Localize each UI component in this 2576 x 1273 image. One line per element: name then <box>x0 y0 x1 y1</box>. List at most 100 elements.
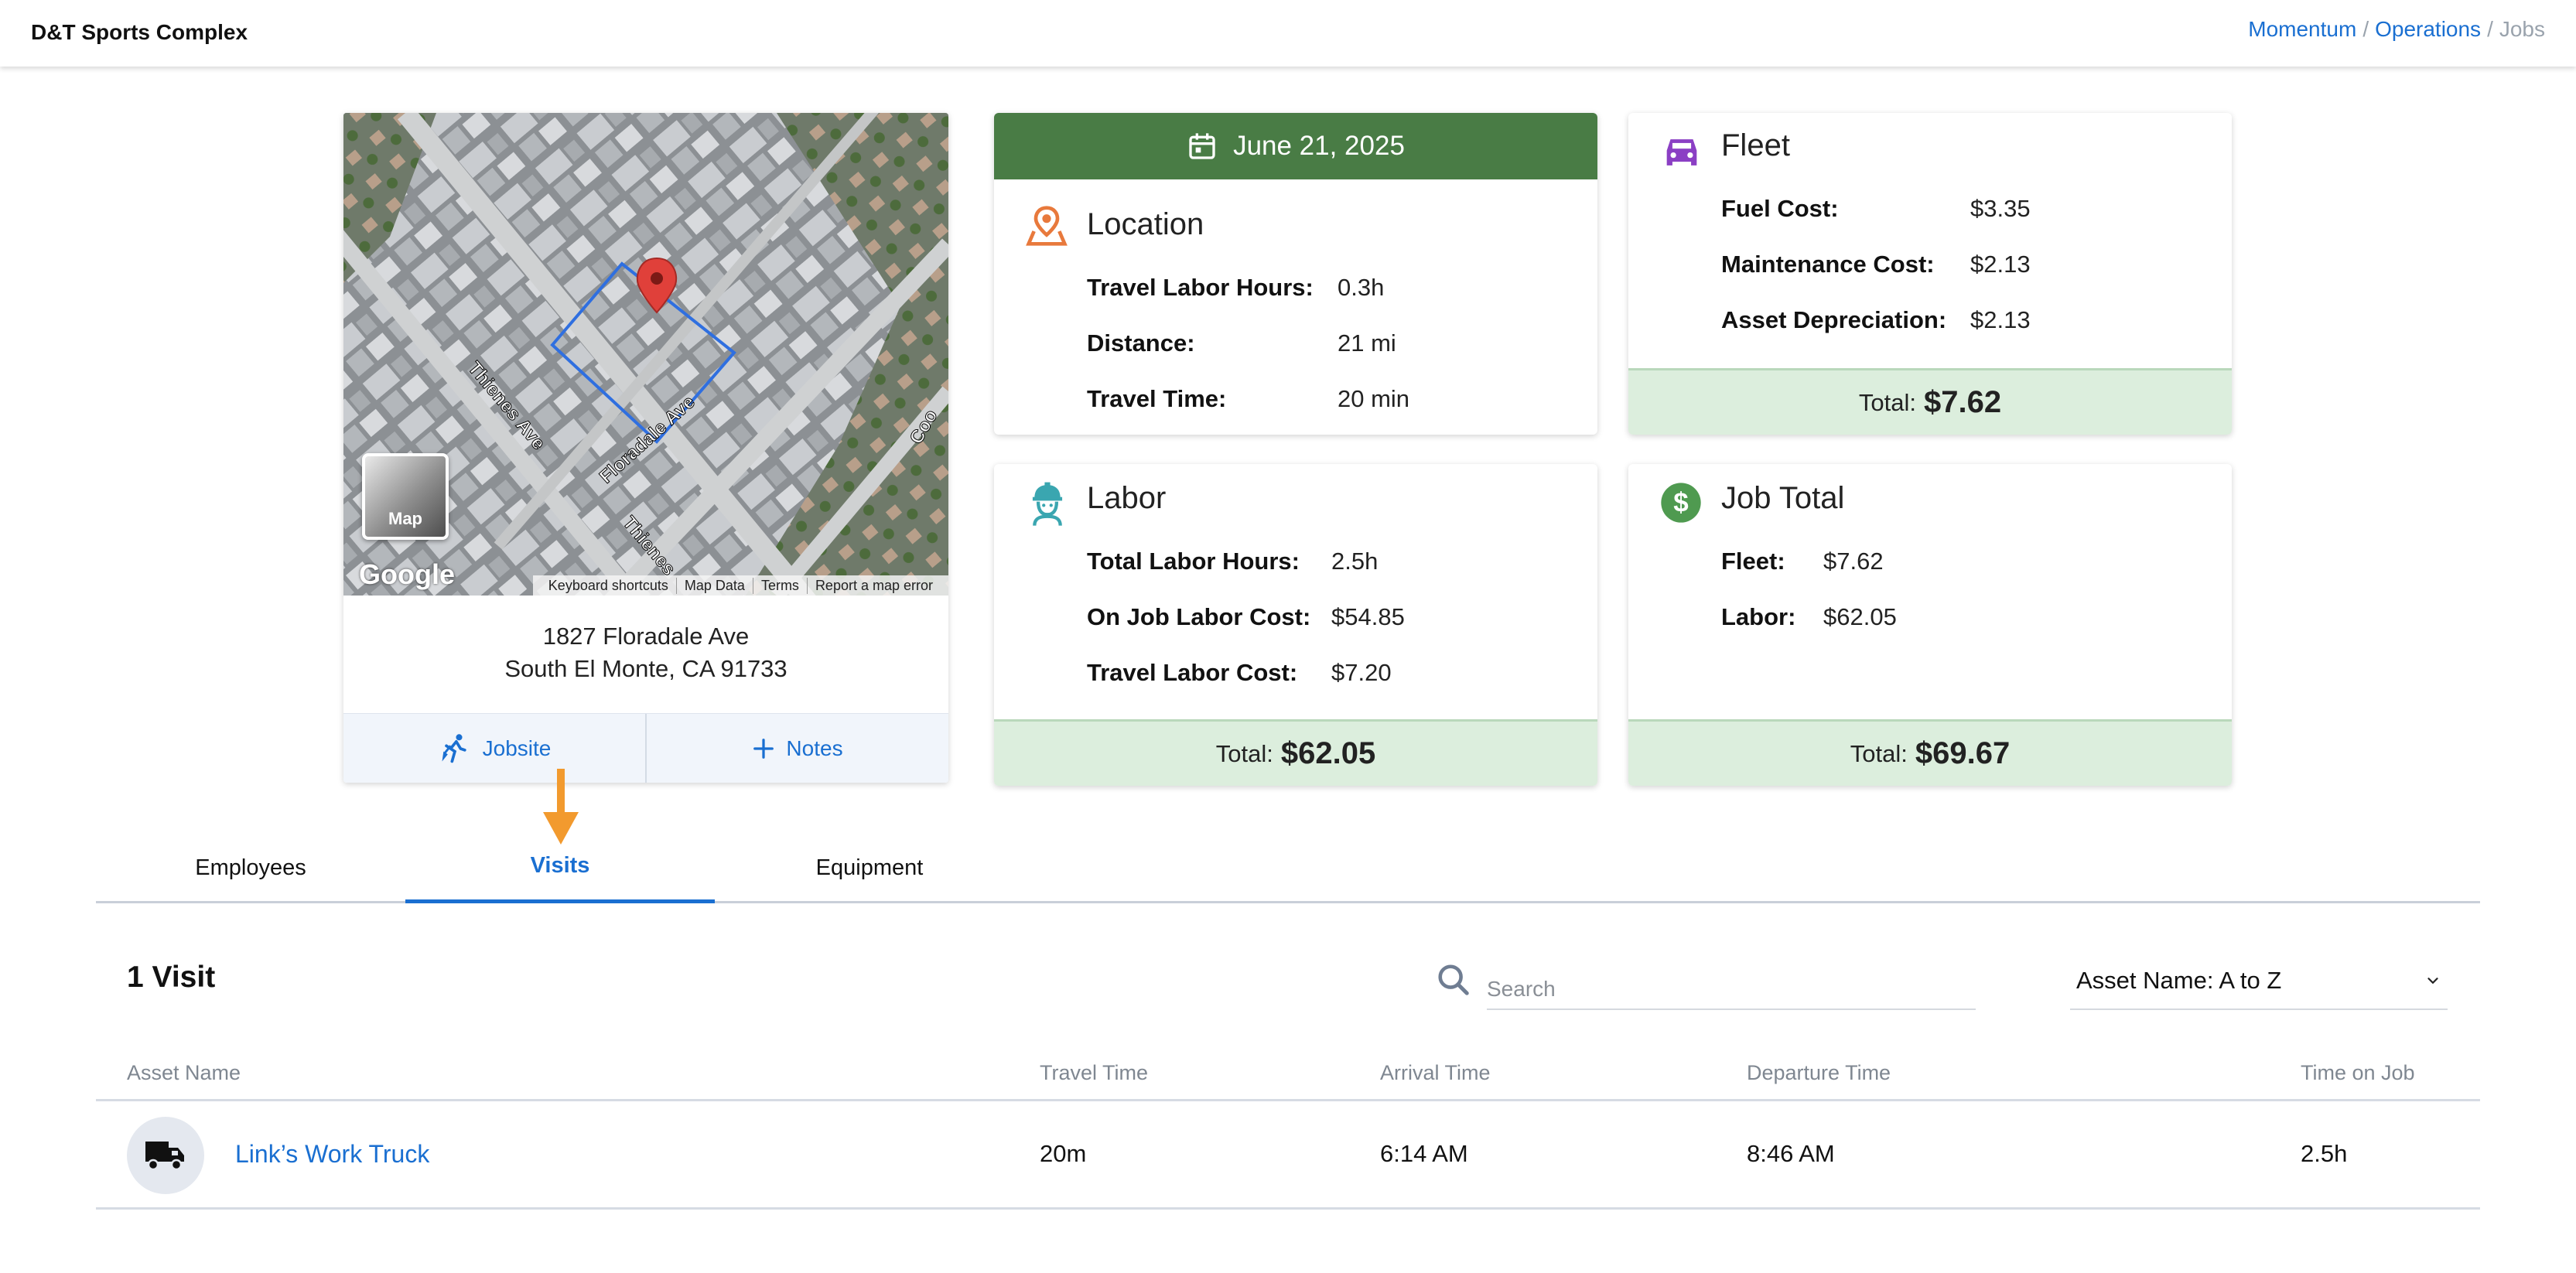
column-arrival-time[interactable]: Arrival Time <box>1380 1061 1491 1084</box>
total-label: Total: <box>1215 739 1273 767</box>
location-card: June 21, 2025 Location Travel Labor Hour… <box>994 113 1597 435</box>
sort-dropdown[interactable]: Asset Name: A to Z <box>2070 953 2448 1010</box>
column-departure-time[interactable]: Departure Time <box>1747 1061 1891 1084</box>
row-label: Asset Depreciation: <box>1721 306 1947 333</box>
map-footer: Keyboard shortcuts Map Data Terms Report… <box>532 575 948 596</box>
breadcrumb-separator: / <box>2362 17 2369 41</box>
calendar-icon <box>1189 133 1215 159</box>
labor-title: Labor <box>1087 481 1167 515</box>
cell-time-on-job: 2.5h <box>2301 1140 2348 1167</box>
down-arrow-icon <box>543 769 579 845</box>
column-asset-name[interactable]: Asset Name <box>127 1061 241 1084</box>
digging-worker-icon <box>442 733 466 763</box>
address-line-1: 1827 Floradale Ave <box>542 623 750 650</box>
row-value: $62.05 <box>1823 603 1897 630</box>
breadcrumb-separator: / <box>2487 17 2493 41</box>
row-label: Distance: <box>1087 329 1195 357</box>
chevron-down-icon <box>2427 978 2438 985</box>
date-header: June 21, 2025 <box>994 113 1597 179</box>
total-label: Total: <box>1850 739 1908 767</box>
labor-row: Total Labor Hours: 2.5h <box>1087 548 1378 575</box>
row-label: Maintenance Cost: <box>1721 251 1935 278</box>
row-value: $2.13 <box>1970 251 2031 278</box>
notes-button[interactable]: Notes <box>645 714 948 783</box>
job-total-card: $ Job Total Fleet: $7.62 Labor: $62.05 T… <box>1628 464 2232 786</box>
tab-employees[interactable]: Employees <box>195 855 306 880</box>
sort-label: Asset Name: A to Z <box>2076 967 2282 994</box>
row-value: $54.85 <box>1331 603 1405 630</box>
job-total-total: Total: $69.67 <box>1628 719 2232 786</box>
map-data-link[interactable]: Map Data <box>677 577 753 594</box>
cell-arrival-time: 6:14 AM <box>1380 1140 1468 1167</box>
keyboard-shortcuts-link[interactable]: Keyboard shortcuts <box>541 577 677 594</box>
car-icon <box>1659 130 1704 179</box>
breadcrumb-operations[interactable]: Operations <box>2375 17 2482 41</box>
total-value: $62.05 <box>1280 736 1376 770</box>
cell-departure-time: 8:46 AM <box>1747 1140 1835 1167</box>
row-value: $7.62 <box>1823 548 1884 575</box>
labor-total: Total: $62.05 <box>994 719 1597 786</box>
map-toggle-label: Map <box>388 509 422 528</box>
fleet-card: Fleet Fuel Cost: $3.35 Maintenance Cost:… <box>1628 113 2232 435</box>
map-actions: Jobsite Notes <box>343 713 948 783</box>
visit-count: 1 Visit <box>127 961 216 994</box>
labor-card: Labor Total Labor Hours: 2.5h On Job Lab… <box>994 464 1597 786</box>
fleet-row: Fuel Cost: $3.35 <box>1721 195 2031 223</box>
map-type-toggle[interactable]: Map <box>362 453 449 540</box>
row-label: Travel Time: <box>1087 385 1227 412</box>
row-label: Fleet: <box>1721 548 1785 575</box>
location-row: Distance: 21 mi <box>1087 329 1396 357</box>
location-title: Location <box>1087 207 1204 241</box>
breadcrumb: Momentum / Operations / Jobs <box>2248 17 2545 42</box>
cell-travel-time: 20m <box>1040 1140 1087 1167</box>
total-value: $7.62 <box>1924 385 2002 419</box>
worker-helmet-icon <box>1025 480 1070 531</box>
tab-visits[interactable]: Visits <box>405 832 715 903</box>
table-row[interactable]: Link’s Work Truck 20m 6:14 AM 8:46 AM 2.… <box>96 1101 2480 1210</box>
row-value: 20 min <box>1338 385 1410 412</box>
table-header: Asset Name Travel Time Arrival Time Depa… <box>96 1049 2480 1101</box>
map-card: Thienes Ave Floradale Ave Thienes Coo Ma… <box>343 113 948 783</box>
fleet-title: Fleet <box>1721 128 1790 162</box>
row-value: 0.3h <box>1338 274 1385 301</box>
report-map-error-link[interactable]: Report a map error <box>815 577 933 593</box>
labor-row: On Job Labor Cost: $54.85 <box>1087 603 1405 631</box>
job-total-title: Job Total <box>1721 481 1845 515</box>
asset-name-link[interactable]: Link’s Work Truck <box>235 1140 430 1168</box>
total-label: Total: <box>1858 388 1916 416</box>
column-time-on-job[interactable]: Time on Job <box>2301 1061 2415 1084</box>
fleet-row: Maintenance Cost: $2.13 <box>1721 251 2031 278</box>
row-value: $2.13 <box>1970 306 2031 333</box>
row-label: On Job Labor Cost: <box>1087 603 1311 630</box>
address-line-2: South El Monte, CA 91733 <box>504 655 787 682</box>
column-travel-time[interactable]: Travel Time <box>1040 1061 1149 1084</box>
fleet-row: Asset Depreciation: $2.13 <box>1721 306 2031 334</box>
search-icon <box>1438 964 1469 995</box>
labor-row: Travel Labor Cost: $7.20 <box>1087 659 1392 687</box>
breadcrumb-momentum[interactable]: Momentum <box>2248 17 2357 41</box>
terms-link[interactable]: Terms <box>753 577 808 594</box>
location-row: Travel Labor Hours: 0.3h <box>1087 274 1384 302</box>
breadcrumb-jobs: Jobs <box>2499 17 2545 41</box>
total-value: $69.67 <box>1915 736 2011 770</box>
fleet-total: Total: $7.62 <box>1628 368 2232 435</box>
page-title: D&T Sports Complex <box>31 20 248 44</box>
search-input[interactable] <box>1487 962 1976 1010</box>
row-label: Fuel Cost: <box>1721 195 1839 222</box>
satellite-map[interactable]: Thienes Ave Floradale Ave Thienes Coo Ma… <box>343 113 948 596</box>
row-value: 2.5h <box>1331 548 1379 575</box>
map-location-icon <box>1025 204 1068 251</box>
row-label: Travel Labor Hours: <box>1087 274 1314 301</box>
notes-label: Notes <box>786 735 843 760</box>
row-label: Travel Labor Cost: <box>1087 659 1298 686</box>
row-value: $7.20 <box>1331 659 1392 686</box>
dollar-icon: $ <box>1659 481 1703 528</box>
top-bar: D&T Sports Complex Momentum / Operations / J… <box>0 0 2576 67</box>
row-label: Total Labor Hours: <box>1087 548 1300 575</box>
row-label: Labor: <box>1721 603 1796 630</box>
jobsite-button[interactable]: Jobsite <box>343 714 645 783</box>
job-total-row: Labor: $62.05 <box>1721 603 1897 631</box>
tab-bar: Employees Visits Equipment <box>96 832 2480 903</box>
tab-equipment[interactable]: Equipment <box>815 855 924 880</box>
job-total-row: Fleet: $7.62 <box>1721 548 1884 575</box>
